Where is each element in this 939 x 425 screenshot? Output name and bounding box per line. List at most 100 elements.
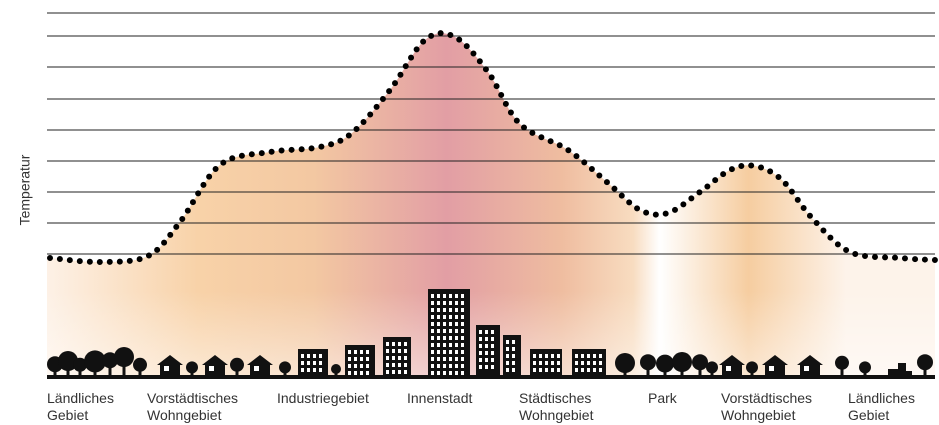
zone-label-line: Gebiet <box>47 407 88 423</box>
tree-trunk <box>750 371 754 377</box>
window <box>392 363 395 367</box>
zone-label: Städtisches Wohngebiet <box>519 390 594 423</box>
zone-label-line: Innenstadt <box>407 390 472 406</box>
window <box>313 368 316 372</box>
window <box>455 294 458 298</box>
tree-crown <box>84 350 106 373</box>
tree-trunk <box>66 367 70 377</box>
window <box>506 347 509 351</box>
tree-trunk <box>283 371 287 377</box>
tree-crown <box>917 354 933 371</box>
window <box>449 343 452 347</box>
window <box>461 322 464 326</box>
zone-label-line: Städtisches <box>519 390 591 406</box>
grid-lines <box>47 12 935 255</box>
zone-label-line: Gebiet <box>848 407 889 423</box>
window <box>461 371 464 375</box>
window <box>491 358 494 362</box>
window <box>431 364 434 368</box>
window <box>575 354 578 358</box>
zone-label: Ländliches Gebiet <box>47 390 114 423</box>
window <box>506 368 509 372</box>
window <box>455 322 458 326</box>
window <box>360 350 363 354</box>
window <box>449 294 452 298</box>
window <box>437 301 440 305</box>
window <box>301 361 304 365</box>
window <box>319 354 322 358</box>
window <box>443 371 446 375</box>
tractor <box>888 363 912 377</box>
zone-label-line: Wohngebiet <box>147 407 222 423</box>
house <box>797 355 823 377</box>
window <box>443 315 446 319</box>
zone-label-line: Industriegebiet <box>277 390 369 406</box>
tree-crown <box>640 354 656 371</box>
window <box>354 364 357 368</box>
window <box>437 364 440 368</box>
zone-label: Park <box>648 390 678 406</box>
window <box>479 337 482 341</box>
window <box>366 364 369 368</box>
tree-crown <box>746 361 758 374</box>
window <box>319 361 322 365</box>
window <box>506 354 509 358</box>
tree-trunk <box>698 367 702 377</box>
window <box>491 351 494 355</box>
window <box>551 354 554 358</box>
window <box>354 371 357 375</box>
window <box>533 361 536 365</box>
window <box>599 361 602 365</box>
tree-trunk <box>680 368 684 377</box>
window <box>455 329 458 333</box>
zone-label: Vorstädtisches Wohngebiet <box>147 390 238 423</box>
window <box>431 294 434 298</box>
window <box>307 354 310 358</box>
window <box>557 361 560 365</box>
window <box>506 340 509 344</box>
zone-label: Vorstädtisches Wohngebiet <box>721 390 812 423</box>
tree-crown <box>706 361 718 374</box>
window <box>539 354 542 358</box>
window <box>404 370 407 374</box>
tree-crown <box>859 361 871 374</box>
window <box>392 356 395 360</box>
tree-crown <box>230 357 244 372</box>
window <box>449 357 452 361</box>
window <box>449 322 452 326</box>
window <box>398 349 401 353</box>
window <box>443 294 446 298</box>
tree-trunk <box>190 371 194 377</box>
window <box>386 342 389 346</box>
tree-trunk <box>53 369 57 377</box>
y-axis-label: Temperatur <box>17 154 33 225</box>
window <box>313 361 316 365</box>
window <box>319 368 322 372</box>
tree-crown <box>331 364 341 374</box>
house <box>762 355 788 377</box>
house <box>247 355 273 377</box>
window <box>455 315 458 319</box>
window <box>437 315 440 319</box>
window <box>431 308 434 312</box>
window <box>581 354 584 358</box>
window <box>557 354 560 358</box>
window <box>461 343 464 347</box>
window <box>485 351 488 355</box>
window <box>431 371 434 375</box>
window <box>431 350 434 354</box>
house <box>719 355 745 377</box>
tree-trunk <box>923 367 927 377</box>
window <box>443 301 446 305</box>
zone-label-line: Ländliches <box>848 390 915 406</box>
window <box>545 368 548 372</box>
tree-crown <box>133 357 147 372</box>
window <box>533 368 536 372</box>
window <box>404 342 407 346</box>
window <box>437 308 440 312</box>
window <box>431 329 434 333</box>
window <box>479 344 482 348</box>
window <box>575 361 578 365</box>
tree-trunk <box>710 371 714 377</box>
window <box>431 315 434 319</box>
